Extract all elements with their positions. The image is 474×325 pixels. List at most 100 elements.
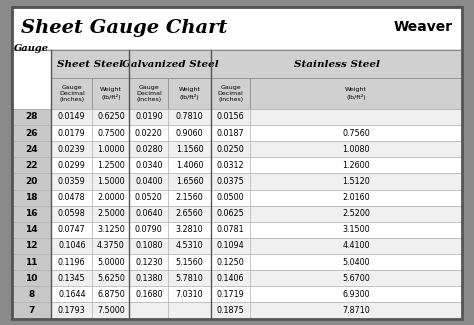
Bar [92,189,129,206]
Bar [92,157,129,173]
Bar [129,238,168,254]
Bar [168,189,211,206]
Bar [250,78,462,109]
Bar [51,222,92,238]
Text: 1.5000: 1.5000 [97,177,125,186]
Bar [250,302,462,318]
Bar [129,50,211,78]
Text: 0.1644: 0.1644 [58,290,86,299]
Bar [250,222,462,238]
Bar [129,109,168,125]
Text: 0.1196: 0.1196 [58,257,86,266]
Bar [51,173,92,189]
Text: 11: 11 [25,257,38,266]
Text: 7.5000: 7.5000 [97,306,125,315]
Bar [51,109,92,125]
Text: 3.2810: 3.2810 [176,225,203,234]
Text: 0.0359: 0.0359 [58,177,86,186]
Text: 0.0478: 0.0478 [58,193,86,202]
Text: 3.1500: 3.1500 [342,225,370,234]
Text: 2.5000: 2.5000 [97,209,125,218]
Text: 0.1345: 0.1345 [58,274,86,283]
Bar [92,206,129,222]
Bar [211,302,250,318]
Text: 5.0000: 5.0000 [97,257,125,266]
Text: 0.0250: 0.0250 [217,145,245,154]
Bar [51,78,92,109]
Text: 8: 8 [28,290,35,299]
Text: Sheet Gauge Chart: Sheet Gauge Chart [21,20,228,37]
Text: 4.3750: 4.3750 [97,241,125,251]
Bar [250,254,462,270]
Bar [250,270,462,286]
Text: 0.0340: 0.0340 [135,161,163,170]
Text: 0.7810: 0.7810 [176,112,203,122]
Text: 6.8750: 6.8750 [97,290,125,299]
Bar [12,141,51,157]
Bar [51,254,92,270]
Text: 1.1560: 1.1560 [176,145,203,154]
Text: 0.7560: 0.7560 [342,129,370,137]
Bar [211,125,250,141]
Bar [129,286,168,302]
Text: 0.7500: 0.7500 [97,129,125,137]
Text: 0.0520: 0.0520 [135,193,163,202]
Text: 14: 14 [25,225,38,234]
Text: 0.0156: 0.0156 [217,112,245,122]
Bar [92,141,129,157]
Bar [211,78,250,109]
Bar [51,125,92,141]
Bar [250,189,462,206]
Text: 12: 12 [25,241,38,251]
Bar [51,189,92,206]
Text: 10: 10 [25,274,38,283]
Bar [250,109,462,125]
Bar [51,141,92,157]
Text: 0.0220: 0.0220 [135,129,163,137]
Bar [211,157,250,173]
Bar [168,254,211,270]
Text: 0.1080: 0.1080 [135,241,163,251]
Bar [12,50,51,109]
Bar [250,173,462,189]
Bar [168,125,211,141]
Bar [12,189,51,206]
Text: 7: 7 [28,306,35,315]
Bar [12,206,51,222]
Bar [92,254,129,270]
Bar [211,222,250,238]
Text: 4.4100: 4.4100 [342,241,370,251]
Text: 0.0149: 0.0149 [58,112,86,122]
FancyBboxPatch shape [12,6,462,50]
Text: 0.1380: 0.1380 [135,274,163,283]
Text: 0.0747: 0.0747 [58,225,86,234]
Bar [211,254,250,270]
Text: 0.0781: 0.0781 [217,225,245,234]
Bar [51,157,92,173]
Bar [92,109,129,125]
Bar [129,125,168,141]
Text: 0.1680: 0.1680 [135,290,163,299]
Text: 1.4060: 1.4060 [176,161,203,170]
Text: Weight
(lb/ft²): Weight (lb/ft²) [179,87,201,100]
Text: 0.1046: 0.1046 [58,241,86,251]
Bar [168,286,211,302]
Text: 0.0280: 0.0280 [135,145,163,154]
Text: 2.6560: 2.6560 [176,209,203,218]
Bar [211,141,250,157]
Text: 0.1719: 0.1719 [217,290,245,299]
Text: 22: 22 [25,161,38,170]
Bar [51,302,92,318]
Text: 20: 20 [25,177,38,186]
Bar [211,238,250,254]
Bar [129,173,168,189]
Text: 0.0500: 0.0500 [217,193,245,202]
Text: 0.0312: 0.0312 [217,161,245,170]
Bar [12,254,51,270]
Bar [168,302,211,318]
Text: 2.0000: 2.0000 [97,193,125,202]
Text: 7.8710: 7.8710 [342,306,370,315]
Bar [211,50,462,78]
Text: 0.1793: 0.1793 [58,306,86,315]
Bar [12,173,51,189]
